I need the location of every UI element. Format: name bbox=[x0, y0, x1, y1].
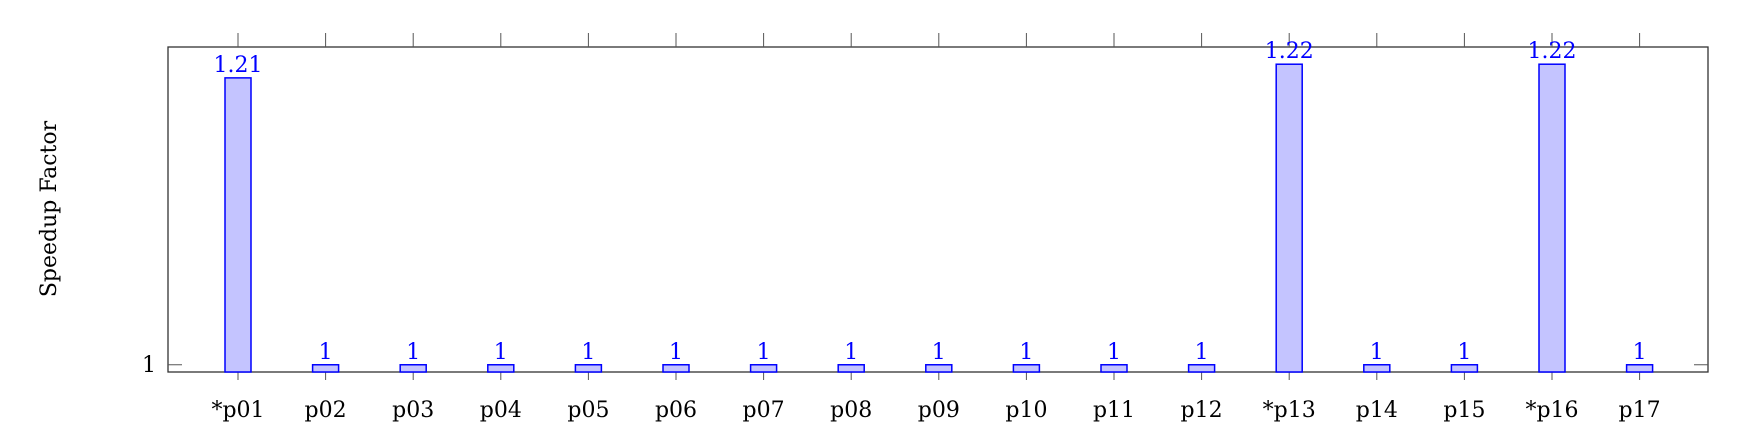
bar bbox=[1275, 63, 1303, 373]
bar-data-label: 1 bbox=[1457, 340, 1471, 365]
bar-data-label: 1 bbox=[581, 340, 595, 365]
bar-data-label: 1 bbox=[1019, 340, 1033, 365]
bar bbox=[1538, 63, 1566, 373]
bar bbox=[311, 364, 340, 373]
bar bbox=[574, 364, 603, 373]
bar-data-label: 1 bbox=[669, 340, 683, 365]
y-tick-label: 1 bbox=[142, 353, 156, 378]
bar bbox=[837, 364, 865, 373]
bar bbox=[1363, 364, 1391, 373]
bar-data-label: 1 bbox=[932, 340, 946, 365]
bar bbox=[1187, 364, 1216, 373]
bar bbox=[487, 364, 515, 373]
x-tick-label: p11 bbox=[1093, 398, 1135, 423]
bar-data-label: 1.21 bbox=[214, 53, 263, 78]
bar bbox=[1012, 364, 1041, 373]
bar-data-label: 1 bbox=[1107, 340, 1121, 365]
x-tick-label: p12 bbox=[1181, 398, 1223, 423]
bar-data-label: 1 bbox=[1370, 340, 1384, 365]
x-tick-label: p03 bbox=[392, 398, 434, 423]
x-tick-label: p14 bbox=[1356, 398, 1398, 423]
x-tick-label: *p13 bbox=[1263, 398, 1316, 423]
x-tick-label: p04 bbox=[480, 398, 522, 423]
x-tick-label: p05 bbox=[567, 398, 609, 423]
x-tick-labels-group: *p01 p02 p03 p04 p05 p06 p07 p08 p09 p10 p11 p12 *p1… bbox=[211, 398, 1660, 423]
bar bbox=[399, 364, 427, 373]
bar-data-label: 1.22 bbox=[1528, 39, 1577, 64]
bar-data-label: 1 bbox=[1633, 340, 1647, 365]
plot-frame bbox=[167, 46, 1709, 373]
bar bbox=[1450, 364, 1479, 373]
axis-ticks bbox=[168, 33, 1708, 380]
x-tick-label: p08 bbox=[830, 398, 872, 423]
bar-data-label: 1 bbox=[319, 340, 333, 365]
data-labels-group: 1.21 1 1 1 1 1 1 1 1 1 1 1 1.22 1 1 1.22 1 bbox=[214, 39, 1647, 365]
bar bbox=[1100, 364, 1128, 373]
x-tick-label: p06 bbox=[655, 398, 697, 423]
x-tick-label: *p16 bbox=[1525, 398, 1578, 423]
bar-data-label: 1 bbox=[844, 340, 858, 365]
bars-group bbox=[224, 63, 1654, 373]
bar bbox=[925, 364, 953, 373]
x-tick-label: *p01 bbox=[211, 398, 264, 423]
bar bbox=[749, 364, 778, 373]
x-tick-label: p07 bbox=[743, 398, 785, 423]
bar-data-label: 1 bbox=[757, 340, 771, 365]
x-tick-label: p17 bbox=[1619, 398, 1661, 423]
bar-data-label: 1 bbox=[1195, 340, 1209, 365]
y-tick-labels-group: 1 bbox=[142, 353, 156, 378]
x-tick-label: p15 bbox=[1443, 398, 1485, 423]
bar bbox=[224, 77, 252, 373]
bar-data-label: 1 bbox=[494, 340, 508, 365]
x-tick-label: p02 bbox=[305, 398, 347, 423]
x-tick-label: p09 bbox=[918, 398, 960, 423]
bar-data-label: 1.22 bbox=[1265, 39, 1314, 64]
x-tick-label: p10 bbox=[1005, 398, 1047, 423]
bar bbox=[662, 364, 690, 373]
y-axis-label: Speedup Factor bbox=[37, 120, 62, 297]
bar-data-label: 1 bbox=[406, 340, 420, 365]
bar bbox=[1625, 364, 1654, 373]
